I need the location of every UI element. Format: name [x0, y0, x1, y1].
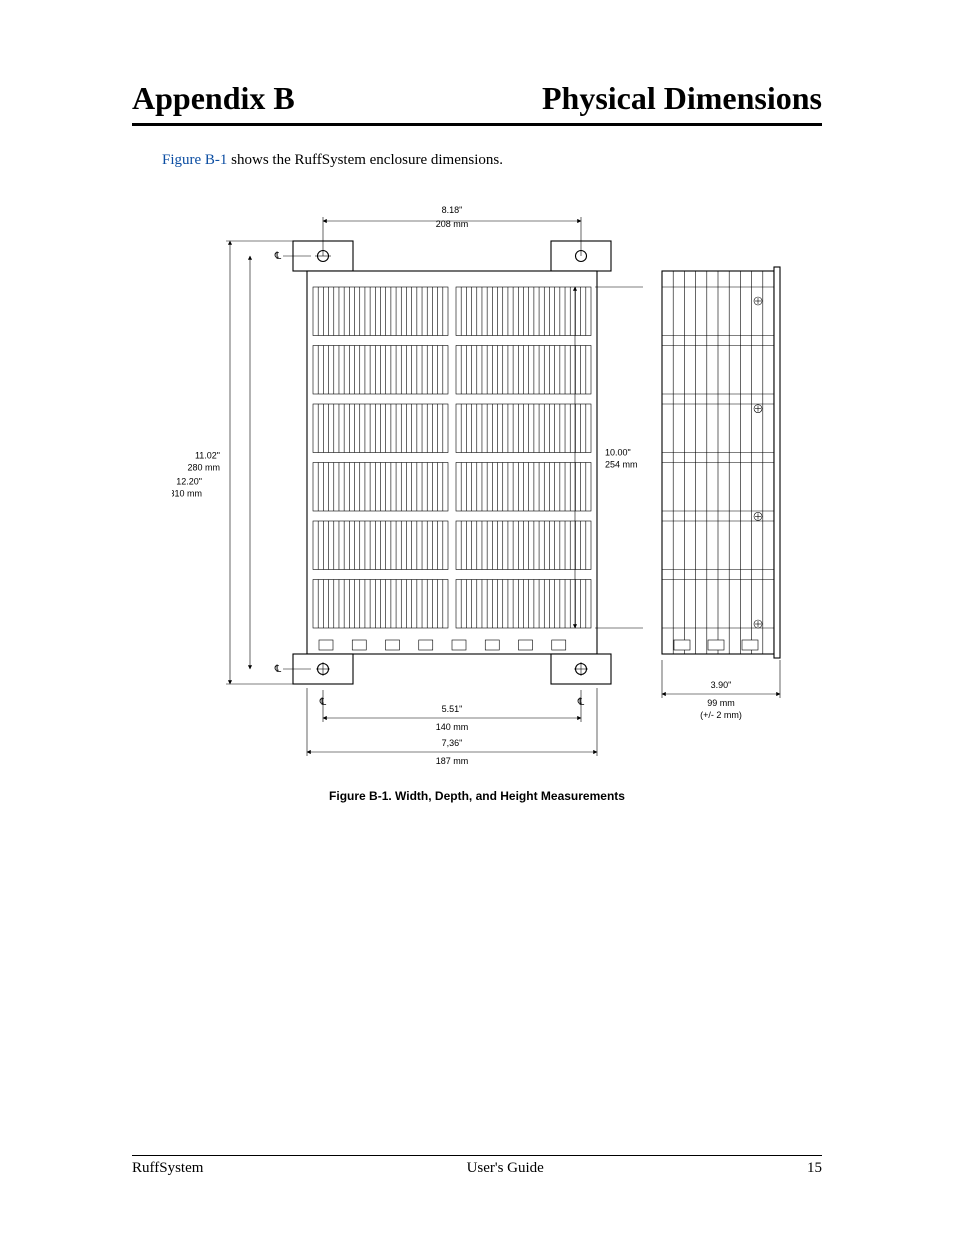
appendix-label: Appendix B: [132, 80, 295, 117]
svg-text:(+/- 2 mm): (+/- 2 mm): [700, 710, 742, 720]
svg-text:11.02": 11.02": [195, 451, 220, 461]
svg-text:3.90": 3.90": [711, 680, 732, 690]
footer-rule: [132, 1155, 822, 1156]
svg-text:12.20": 12.20": [176, 477, 202, 487]
svg-text:208 mm: 208 mm: [436, 219, 469, 229]
svg-text:310 mm: 310 mm: [172, 489, 202, 499]
intro-text: shows the RuffSystem enclosure dimension…: [227, 152, 503, 168]
footer-center: User's Guide: [467, 1160, 544, 1177]
page-title: Physical Dimensions: [542, 80, 822, 117]
footer-left: RuffSystem: [132, 1160, 203, 1177]
title-rule: [132, 123, 822, 126]
svg-text:7,36": 7,36": [442, 738, 463, 748]
svg-text:280 mm: 280 mm: [187, 463, 220, 473]
svg-text:℄: ℄: [274, 664, 282, 675]
svg-text:254 mm: 254 mm: [605, 460, 638, 470]
svg-text:140 mm: 140 mm: [436, 722, 469, 732]
svg-text:187 mm: 187 mm: [436, 756, 469, 766]
svg-text:10.00": 10.00": [605, 448, 631, 458]
content-area: Appendix B Physical Dimensions Figure B-…: [132, 80, 822, 803]
intro-paragraph: Figure B-1 shows the RuffSystem enclosur…: [162, 152, 822, 169]
title-row: Appendix B Physical Dimensions: [132, 80, 822, 117]
dimension-drawing: 8.18" 208 mm ℄ ℄ 11.02" 280 mm 12.20" 310 mm 10.…: [172, 199, 812, 799]
figure-b1: 8.18" 208 mm ℄ ℄ 11.02" 280 mm 12.20" 310 mm 10.…: [132, 169, 822, 809]
page-footer: RuffSystem User's Guide 15: [132, 1155, 822, 1177]
svg-text:℄: ℄: [274, 251, 282, 262]
svg-text:8.18": 8.18": [442, 205, 463, 215]
figure-reference-link[interactable]: Figure B-1: [162, 152, 227, 168]
svg-text:5.51": 5.51": [442, 704, 463, 714]
footer-row: RuffSystem User's Guide 15: [132, 1160, 822, 1177]
footer-page-number: 15: [807, 1160, 822, 1177]
page: Appendix B Physical Dimensions Figure B-…: [0, 0, 954, 1235]
svg-text:99 mm: 99 mm: [707, 698, 735, 708]
